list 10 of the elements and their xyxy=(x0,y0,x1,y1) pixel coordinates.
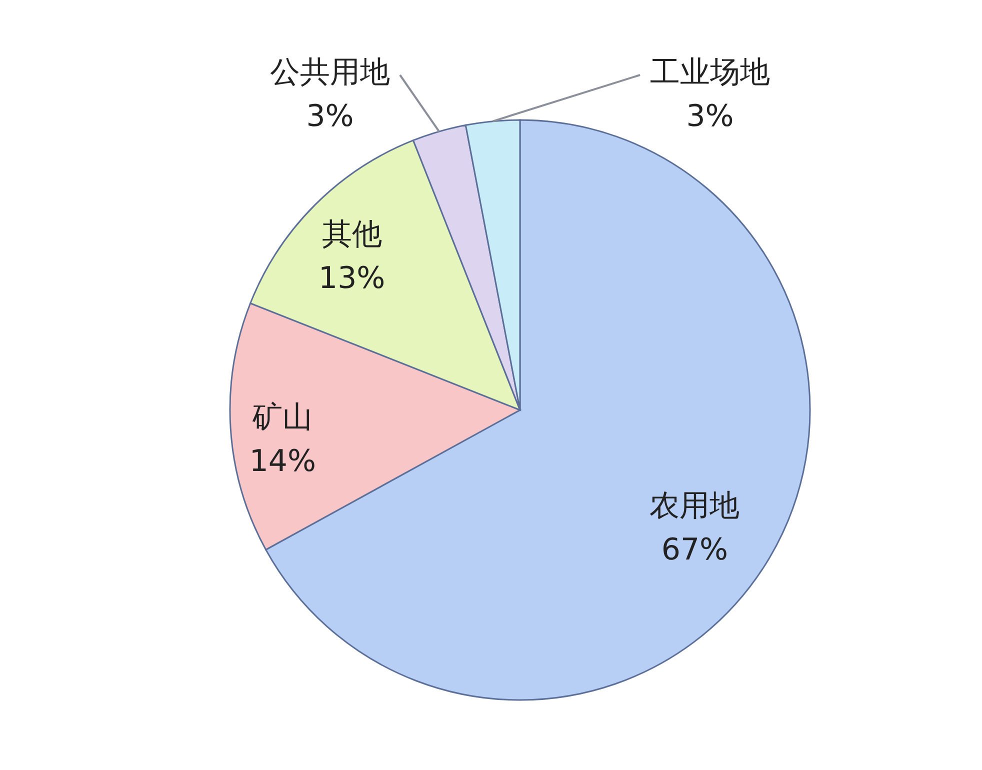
slice-label: 其他 xyxy=(322,216,382,252)
data-label: 67% xyxy=(661,532,728,568)
data-label: 3% xyxy=(686,99,734,134)
slice-label: 公共用地 xyxy=(270,55,390,90)
data-label: 13% xyxy=(318,260,386,296)
slice-label: 农用地 xyxy=(650,488,740,524)
slice-label: 矿山 xyxy=(252,400,313,435)
data-label: 14% xyxy=(249,444,316,479)
data-label: 3% xyxy=(306,99,354,134)
slice-label: 工业场地 xyxy=(650,55,770,90)
